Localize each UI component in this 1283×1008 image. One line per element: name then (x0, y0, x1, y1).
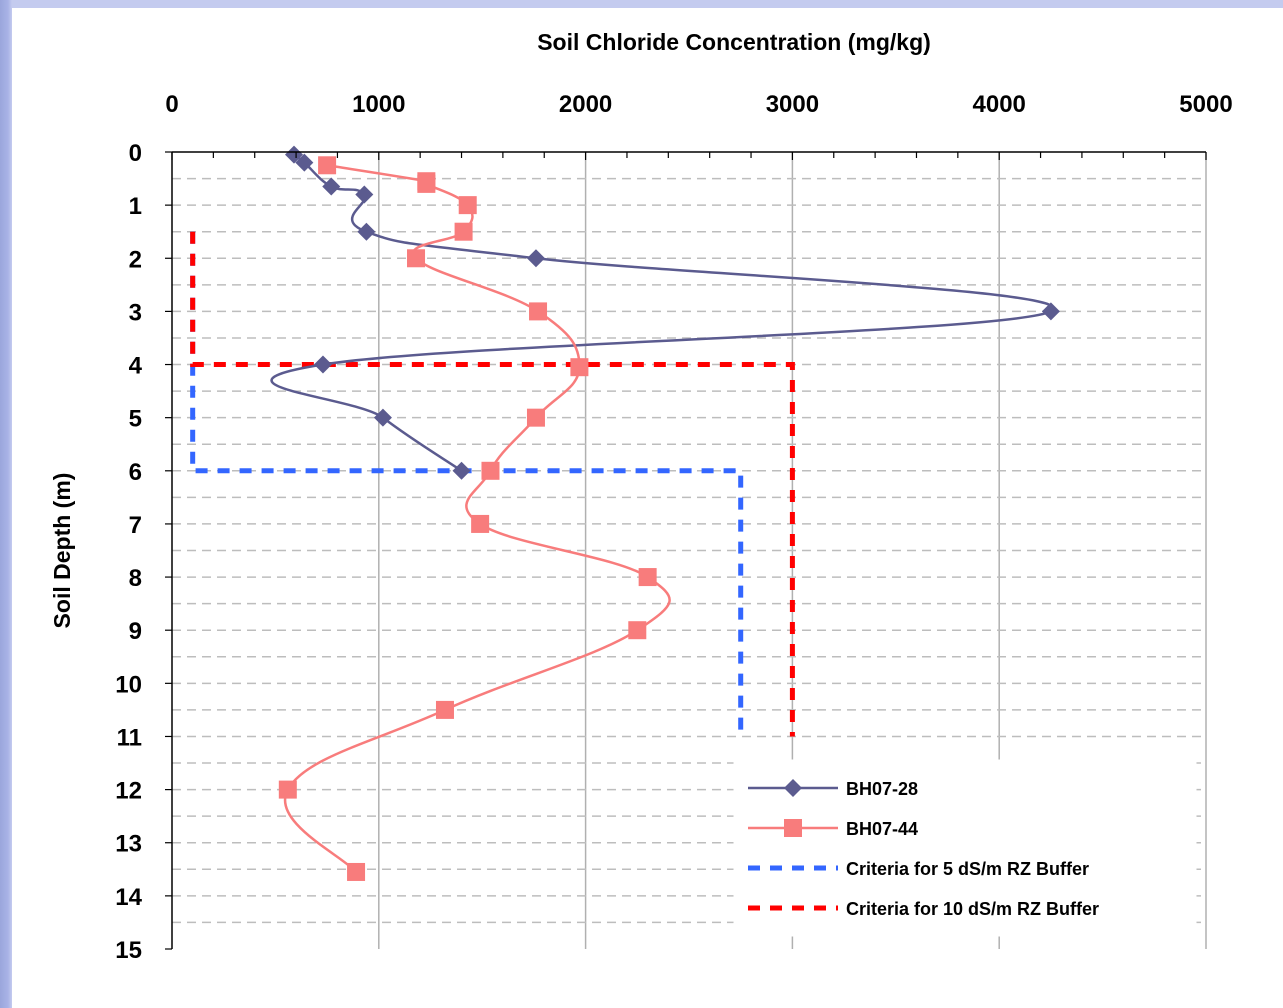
y-tick-label: 7 (129, 512, 142, 539)
x-tick-label: 5000 (1179, 91, 1232, 118)
data-point-bh07-44 (471, 514, 490, 533)
data-point-bh07-44 (570, 358, 589, 377)
y-tick-label: 3 (129, 299, 142, 326)
y-tick-label: 2 (129, 246, 142, 273)
y-tick-label: 13 (115, 831, 142, 858)
data-point-bh07-44 (529, 302, 548, 321)
data-point-bh07-44 (458, 196, 477, 215)
data-point-bh07-44 (278, 780, 297, 799)
x-axis-title: Soil Chloride Concentration (mg/kg) (537, 29, 931, 55)
data-point-bh07-44 (318, 156, 337, 175)
data-point-bh07-44 (407, 249, 426, 268)
y-tick-label: 15 (115, 937, 142, 964)
y-tick-label: 0 (129, 140, 142, 167)
data-point-bh07-28 (357, 222, 376, 241)
y-tick-label: 11 (117, 724, 142, 751)
y-tick-label: 5 (129, 406, 142, 433)
data-point-bh07-44 (628, 621, 647, 640)
data-point-bh07-28 (355, 185, 374, 204)
x-tick-label: 1000 (352, 91, 405, 118)
data-point-bh07-28 (313, 355, 332, 374)
data-point-bh07-28 (373, 408, 392, 427)
y-tick-label: 6 (129, 459, 142, 486)
data-point-bh07-44 (454, 222, 473, 241)
legend-label-criteria-for-10-ds-m-rz-buffer: Criteria for 10 dS/m RZ Buffer (846, 899, 1099, 919)
data-point-bh07-44 (638, 568, 657, 587)
x-tick-label: 0 (165, 91, 178, 118)
legend-label-bh07-44: BH07-44 (846, 819, 918, 839)
x-tick-label: 4000 (973, 91, 1026, 118)
legend-marker-bh07-28 (784, 779, 802, 797)
x-tick-label: 2000 (559, 91, 612, 118)
y-tick-label: 4 (129, 353, 143, 380)
y-tick-label: 14 (115, 884, 142, 911)
chart-frame: 0 1000 2000 3000 4000 5000 0 1 2 3 4 5 6 7 8 9 10 11 12 13 1… (12, 8, 1283, 1008)
data-point-bh07-28 (452, 461, 471, 480)
data-point-bh07-28 (526, 249, 545, 268)
y-tick-label: 8 (129, 565, 142, 592)
data-point-bh07-28 (285, 145, 304, 164)
data-point-bh07-44 (347, 862, 366, 881)
data-point-bh07-44 (435, 700, 454, 719)
legend-box (733, 759, 1197, 937)
legend-label-bh07-28: BH07-28 (846, 779, 918, 799)
legend-label-criteria-for-5-ds-m-rz-buffer: Criteria for 5 dS/m RZ Buffer (846, 859, 1089, 879)
data-point-bh07-44 (417, 174, 436, 193)
series-line-criteria-for-10-ds-m-rz-buffer (190, 231, 795, 737)
data-point-bh07-44 (526, 408, 545, 427)
y-tick-label: 1 (129, 193, 142, 220)
data-point-bh07-28 (1041, 302, 1060, 321)
chloride-depth-chart: 0 1000 2000 3000 4000 50000123456789101112131… (12, 8, 1283, 1008)
data-point-bh07-28 (295, 153, 314, 172)
y-tick-label: 9 (129, 618, 142, 645)
y-tick-label: 12 (115, 778, 142, 805)
y-tick-label: 10 (115, 671, 142, 698)
x-tick-label: 3000 (766, 91, 819, 118)
data-point-bh07-44 (481, 461, 500, 480)
data-point-bh07-28 (322, 177, 341, 196)
series-line-bh07-28 (270, 153, 1056, 472)
legend-marker-bh07-44 (784, 819, 802, 837)
y-axis-title: Soil Depth (m) (49, 473, 75, 629)
